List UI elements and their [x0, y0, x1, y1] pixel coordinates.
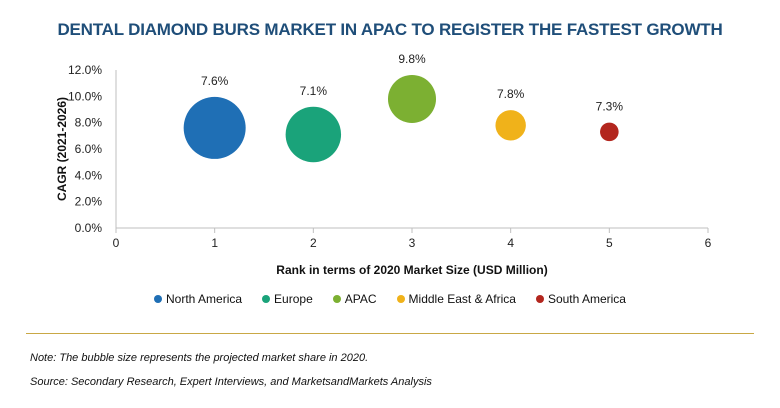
legend-marker [154, 295, 163, 303]
x-tick-label: 6 [705, 236, 712, 250]
legend-marker [332, 295, 341, 303]
bubble-point [495, 110, 526, 141]
y-tick-label: 4.0% [75, 168, 103, 182]
y-tick-label: 2.0% [75, 195, 103, 209]
y-axis-title: CAGR (2021-2026) [55, 97, 69, 201]
legend-marker [535, 295, 544, 303]
chart-title: DENTAL DIAMOND BURS MARKET IN APAC TO RE… [57, 20, 723, 39]
legend-item: North America [154, 292, 242, 306]
x-tick-label: 0 [113, 236, 120, 250]
legend-item: Middle East & Africa [396, 292, 516, 306]
data-label: 7.8% [497, 87, 525, 101]
bubble-chart: 0.0% 2.0% 4.0% 6.0% 8.0% 10.0% 12.0% 0 1 2 3 4 5 6 Ran… [55, 52, 712, 277]
chart-legend: North America Europe APAC Middle East & Afr… [0, 292, 780, 306]
footnote-source: Source: Secondary Research, Expert Inter… [30, 376, 432, 388]
y-tick-label: 0.0% [75, 221, 103, 235]
x-tick-label: 1 [211, 236, 218, 250]
legend-label: APAC [344, 292, 377, 306]
bubble-point [183, 96, 246, 159]
y-tick-label: 10.0% [68, 89, 102, 103]
legend-marker [262, 295, 271, 303]
legend-label: South America [547, 292, 626, 306]
y-tick-label: 6.0% [75, 142, 103, 156]
legend-marker [396, 295, 405, 303]
footnote-note: Note: The bubble size represents the pro… [30, 352, 369, 364]
bubble-point [285, 106, 342, 163]
x-tick-label: 3 [409, 236, 416, 250]
legend-item: South America [535, 292, 626, 306]
x-tick-label: 4 [507, 236, 514, 250]
x-tick-label: 2 [310, 236, 317, 250]
y-tick-label: 8.0% [75, 116, 103, 130]
data-label: 7.1% [300, 84, 328, 98]
x-axis-title: Rank in terms of 2020 Market Size (USD M… [276, 263, 547, 277]
x-tick-label: 5 [606, 236, 613, 250]
footer-divider [26, 333, 754, 334]
data-label: 7.6% [201, 74, 229, 88]
legend-item: APAC [332, 292, 377, 306]
bubble-point [600, 122, 619, 142]
legend-label: Middle East & Africa [408, 292, 516, 306]
y-tick-label: 12.0% [68, 63, 102, 77]
legend-label: Europe [274, 292, 313, 306]
legend-item: Europe [262, 292, 313, 306]
legend-label: North America [166, 292, 243, 306]
data-label: 9.8% [398, 52, 426, 66]
data-label: 7.3% [596, 100, 624, 114]
bubble-point [387, 74, 437, 123]
